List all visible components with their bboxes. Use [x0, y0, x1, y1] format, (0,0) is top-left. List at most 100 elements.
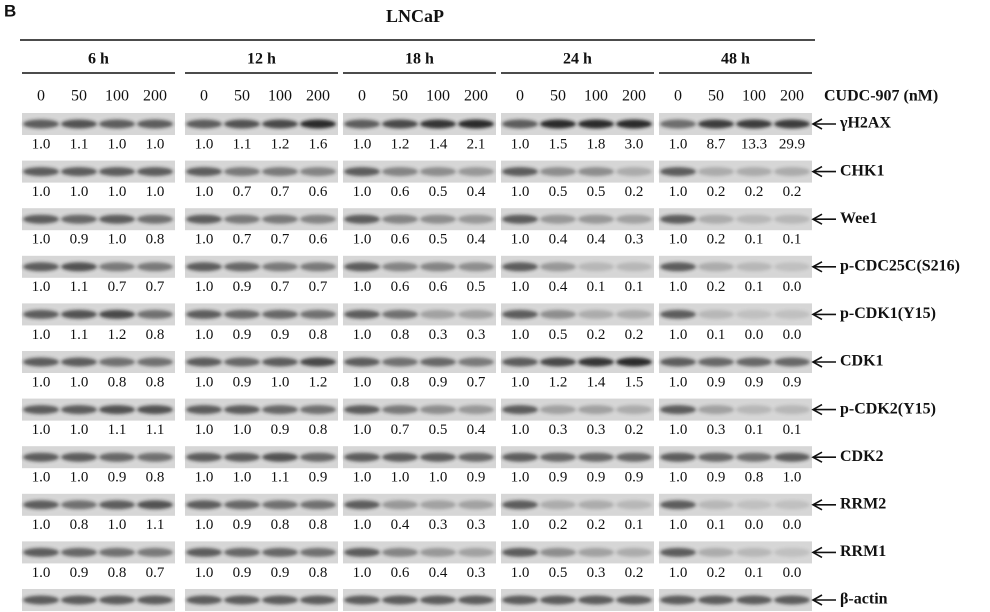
- quantification: 1.4: [587, 374, 606, 390]
- quantification: 0.0: [783, 279, 802, 295]
- quantification: 1.0: [32, 232, 51, 248]
- band: [736, 120, 772, 129]
- band: [578, 167, 614, 176]
- quantification: 0.8: [108, 565, 127, 581]
- quantification: 1.0: [70, 470, 89, 486]
- band: [137, 548, 173, 557]
- band: [502, 405, 538, 414]
- band: [774, 500, 810, 509]
- band: [502, 310, 538, 319]
- quantification: 0.9: [70, 232, 89, 248]
- quantification: 0.3: [429, 517, 448, 533]
- quantification: 1.0: [271, 374, 290, 390]
- quantification: 0.4: [549, 232, 568, 248]
- quantification: 1.0: [669, 136, 688, 152]
- quantification: 1.0: [511, 565, 530, 581]
- quantification: 1.6: [309, 136, 328, 152]
- band: [137, 453, 173, 462]
- quantification: 1.0: [32, 470, 51, 486]
- band: [186, 596, 222, 605]
- quantification: 1.2: [391, 136, 410, 152]
- dose-label: 200: [780, 88, 804, 105]
- band: [502, 596, 538, 605]
- quantification: 0.8: [146, 232, 165, 248]
- band: [99, 358, 135, 367]
- band: [502, 262, 538, 271]
- quantification: 1.0: [353, 470, 372, 486]
- quantification: 0.5: [549, 565, 568, 581]
- quantification: 0.4: [391, 517, 410, 533]
- band: [420, 358, 456, 367]
- band: [736, 215, 772, 224]
- band: [344, 310, 380, 319]
- quantification: 0.9: [108, 470, 127, 486]
- quantification: 0.2: [625, 565, 644, 581]
- band: [23, 120, 59, 129]
- band: [262, 548, 298, 557]
- quantification: 0.8: [309, 327, 328, 343]
- band: [186, 167, 222, 176]
- dose-label: 0: [674, 88, 682, 105]
- quantification: 1.0: [669, 374, 688, 390]
- dose-label: 0: [200, 88, 208, 105]
- quantification: 0.1: [783, 232, 802, 248]
- band: [23, 500, 59, 509]
- protein-label: CHK1: [840, 162, 884, 179]
- band: [660, 405, 696, 414]
- quantification: 0.6: [391, 565, 410, 581]
- quantification: 0.8: [108, 374, 127, 390]
- band: [660, 167, 696, 176]
- band: [698, 405, 734, 414]
- band: [23, 405, 59, 414]
- quantification: 0.8: [146, 327, 165, 343]
- band: [344, 120, 380, 129]
- band: [540, 167, 576, 176]
- band: [774, 453, 810, 462]
- dose-label: 200: [143, 88, 167, 105]
- quantification: 0.9: [467, 470, 486, 486]
- quantification: 1.0: [195, 279, 214, 295]
- band: [224, 500, 260, 509]
- quantification: 1.0: [353, 327, 372, 343]
- band: [262, 596, 298, 605]
- quantification: 0.7: [146, 279, 165, 295]
- dose-label: 200: [464, 88, 488, 105]
- treatment-label: CUDC-907 (nM): [824, 88, 938, 105]
- quantification: 0.2: [745, 184, 764, 200]
- quantification: 1.0: [669, 565, 688, 581]
- band: [99, 500, 135, 509]
- band: [99, 405, 135, 414]
- quantification: 0.4: [587, 232, 606, 248]
- band: [540, 120, 576, 129]
- band: [660, 262, 696, 271]
- band: [774, 548, 810, 557]
- band: [23, 358, 59, 367]
- dose-label: 50: [234, 88, 250, 105]
- quantification: 1.1: [70, 136, 89, 152]
- quantification: 1.0: [108, 517, 127, 533]
- quantification: 1.0: [233, 470, 252, 486]
- band: [186, 405, 222, 414]
- band: [262, 405, 298, 414]
- band: [382, 120, 418, 129]
- timepoint-label: 12 h: [247, 51, 276, 68]
- quantification: 0.7: [309, 279, 328, 295]
- band: [698, 453, 734, 462]
- dose-label: 0: [358, 88, 366, 105]
- band: [300, 167, 336, 176]
- quantification: 0.1: [745, 422, 764, 438]
- band: [224, 120, 260, 129]
- band: [540, 310, 576, 319]
- band: [224, 167, 260, 176]
- band: [698, 120, 734, 129]
- band: [61, 405, 97, 414]
- quantification: 0.2: [549, 517, 568, 533]
- quantification: 1.0: [511, 517, 530, 533]
- band: [186, 262, 222, 271]
- quantification: 0.0: [745, 327, 764, 343]
- band: [616, 358, 652, 367]
- quantification: 1.0: [353, 565, 372, 581]
- band: [420, 596, 456, 605]
- band: [99, 310, 135, 319]
- quantification: 1.0: [70, 422, 89, 438]
